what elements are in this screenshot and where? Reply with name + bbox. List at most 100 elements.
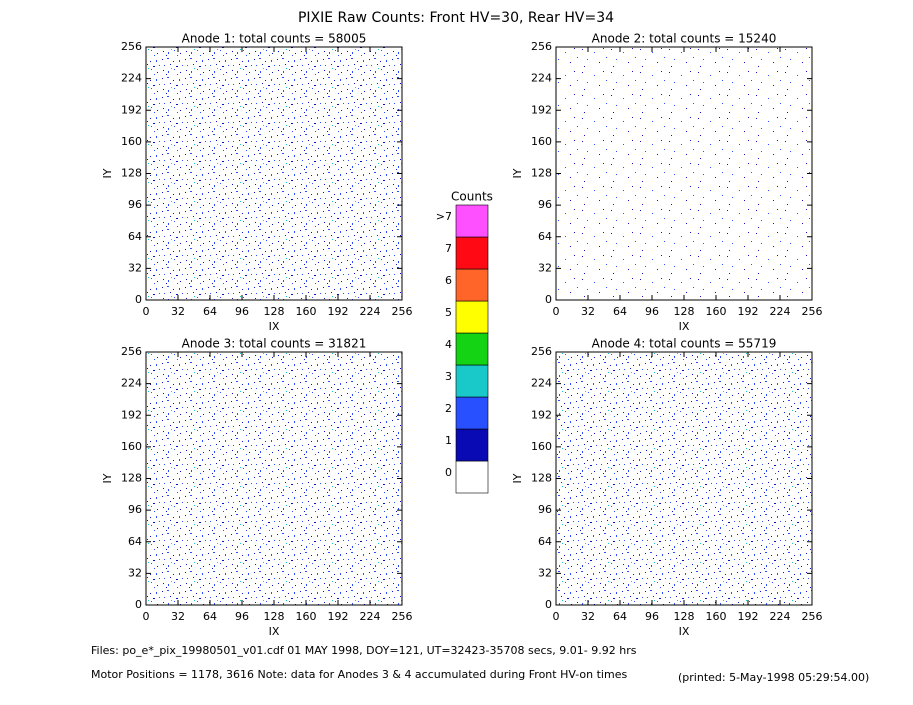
x-tick-label: 96 xyxy=(645,305,659,318)
x-tick-label: 256 xyxy=(802,610,823,623)
y-tick-label: 256 xyxy=(121,345,142,358)
y-tick-label: 192 xyxy=(531,408,552,421)
x-tick-label: 32 xyxy=(581,610,595,623)
colorbar-title: Counts xyxy=(451,190,493,204)
x-tick-label: 192 xyxy=(328,610,349,623)
x-tick-label: 224 xyxy=(360,305,381,318)
panel-title: Anode 1: total counts = 58005 xyxy=(182,32,367,46)
y-tick-label: 96 xyxy=(128,198,142,211)
x-axis-label: IX xyxy=(679,625,690,638)
y-tick-label: 160 xyxy=(121,135,142,148)
y-tick-label: 32 xyxy=(538,566,552,579)
colorbar-label: 7 xyxy=(445,242,452,255)
footer-printed: (printed: 5-May-1998 05:29:54.00) xyxy=(678,671,869,684)
x-tick-label: 160 xyxy=(706,610,727,623)
footer-motor: Motor Positions = 1178, 3616 Note: data … xyxy=(91,668,627,681)
x-tick-label: 256 xyxy=(392,305,413,318)
y-tick-label: 32 xyxy=(128,261,142,274)
x-tick-label: 32 xyxy=(171,610,185,623)
x-tick-label: 160 xyxy=(706,305,727,318)
x-tick-label: 224 xyxy=(360,610,381,623)
panel-title: Anode 4: total counts = 55719 xyxy=(592,337,777,351)
x-tick-label: 128 xyxy=(264,610,285,623)
y-tick-label: 256 xyxy=(531,345,552,358)
colorbar-cell xyxy=(455,300,489,334)
y-tick-label: 256 xyxy=(531,40,552,53)
y-tick-label: 0 xyxy=(135,293,142,306)
y-tick-label: 0 xyxy=(135,598,142,611)
y-tick-label: 192 xyxy=(121,408,142,421)
heatmap-texture xyxy=(556,352,812,605)
y-tick-label: 96 xyxy=(538,198,552,211)
x-tick-label: 192 xyxy=(738,305,759,318)
y-tick-label: 64 xyxy=(538,535,552,548)
y-axis-label: IY xyxy=(101,473,114,483)
y-axis-label: IY xyxy=(101,168,114,178)
x-tick-label: 96 xyxy=(235,305,249,318)
colorbar-label: 0 xyxy=(445,466,452,479)
x-tick-label: 256 xyxy=(392,610,413,623)
colorbar-label: >7 xyxy=(436,210,452,223)
y-tick-label: 160 xyxy=(531,440,552,453)
x-tick-label: 64 xyxy=(613,305,627,318)
y-tick-label: 256 xyxy=(121,40,142,53)
x-tick-label: 128 xyxy=(264,305,285,318)
x-tick-label: 224 xyxy=(770,610,791,623)
y-tick-label: 128 xyxy=(121,167,142,180)
colorbar-label: 6 xyxy=(445,274,452,287)
y-tick-label: 160 xyxy=(531,135,552,148)
colorbar-cell xyxy=(455,204,489,238)
y-tick-label: 224 xyxy=(531,72,552,85)
x-tick-label: 64 xyxy=(613,610,627,623)
heatmap-texture xyxy=(146,352,402,605)
colorbar-cell xyxy=(455,428,489,462)
x-tick-label: 0 xyxy=(553,305,560,318)
x-axis-label: IX xyxy=(679,320,690,333)
footer-files: Files: po_e*_pix_19980501_v01.cdf 01 MAY… xyxy=(91,644,637,657)
heatmap-texture xyxy=(556,47,812,300)
colorbar-cell xyxy=(455,268,489,302)
x-tick-label: 160 xyxy=(296,305,317,318)
x-tick-label: 32 xyxy=(171,305,185,318)
y-tick-label: 224 xyxy=(531,377,552,390)
x-tick-label: 224 xyxy=(770,305,791,318)
x-tick-label: 192 xyxy=(328,305,349,318)
colorbar-cell xyxy=(455,460,489,494)
y-tick-label: 224 xyxy=(121,377,142,390)
x-tick-label: 192 xyxy=(738,610,759,623)
colorbar-label: 3 xyxy=(445,370,452,383)
y-tick-label: 128 xyxy=(531,472,552,485)
y-tick-label: 0 xyxy=(545,598,552,611)
colorbar-cell xyxy=(455,364,489,398)
y-tick-label: 32 xyxy=(128,566,142,579)
panel-title: Anode 2: total counts = 15240 xyxy=(592,32,777,46)
x-tick-label: 256 xyxy=(802,305,823,318)
y-axis-label: IY xyxy=(511,473,524,483)
x-tick-label: 32 xyxy=(581,305,595,318)
main-title: PIXIE Raw Counts: Front HV=30, Rear HV=3… xyxy=(298,10,614,26)
heatmap-texture xyxy=(146,47,402,300)
y-tick-label: 160 xyxy=(121,440,142,453)
x-axis-label: IX xyxy=(269,320,280,333)
colorbar-label: 5 xyxy=(445,306,452,319)
y-tick-label: 64 xyxy=(538,230,552,243)
y-axis-label: IY xyxy=(511,168,524,178)
y-tick-label: 32 xyxy=(538,261,552,274)
y-tick-label: 128 xyxy=(531,167,552,180)
y-tick-label: 192 xyxy=(121,103,142,116)
x-tick-label: 64 xyxy=(203,610,217,623)
colorbar-cell xyxy=(455,396,489,430)
y-tick-label: 224 xyxy=(121,72,142,85)
x-axis-label: IX xyxy=(269,625,280,638)
y-tick-label: 64 xyxy=(128,230,142,243)
y-tick-label: 192 xyxy=(531,103,552,116)
colorbar-label: 1 xyxy=(445,434,452,447)
x-tick-label: 64 xyxy=(203,305,217,318)
x-tick-label: 0 xyxy=(143,305,150,318)
panel-title: Anode 3: total counts = 31821 xyxy=(182,337,367,351)
x-tick-label: 0 xyxy=(553,610,560,623)
x-tick-label: 96 xyxy=(645,610,659,623)
y-tick-label: 96 xyxy=(128,503,142,516)
